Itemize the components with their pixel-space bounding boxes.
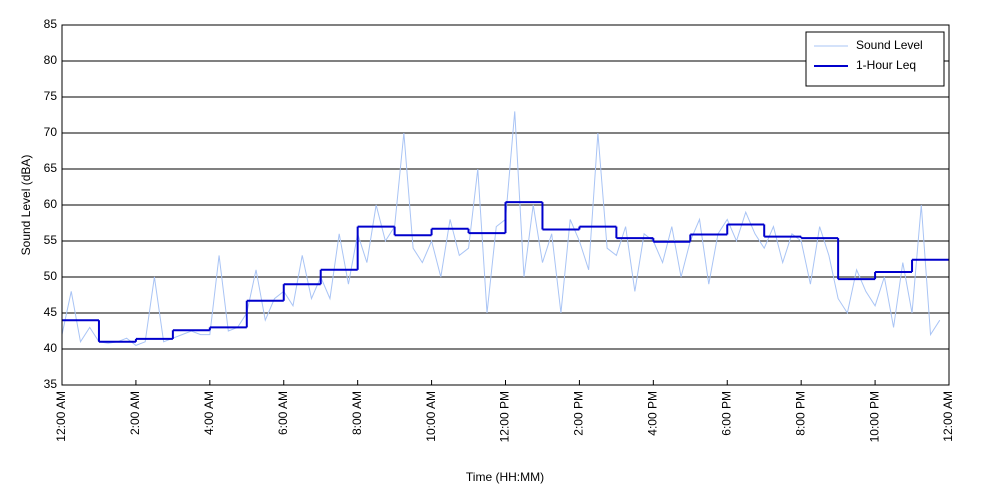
y-tick-label: 75 xyxy=(44,89,58,103)
x-tick-label: 2:00 PM xyxy=(572,391,586,436)
legend-box xyxy=(805,31,945,87)
x-tick-label: 10:00 PM xyxy=(867,391,881,442)
legend-label: Sound Level xyxy=(856,38,923,52)
x-axis-label: Time (HH:MM) xyxy=(466,470,544,484)
x-tick-label: 8:00 PM xyxy=(793,391,807,436)
plot-frame xyxy=(61,24,950,386)
y-axis-label: Sound Level (dBA) xyxy=(19,155,33,256)
y-tick-label: 80 xyxy=(44,53,58,67)
x-tick-label: 4:00 PM xyxy=(646,391,660,436)
y-tick-label: 35 xyxy=(44,377,58,391)
x-tick-label: 4:00 AM xyxy=(202,391,216,435)
sound-level-line xyxy=(61,111,941,346)
x-tick-label: 6:00 PM xyxy=(719,391,733,436)
y-tick-label: 65 xyxy=(44,161,58,175)
x-tick-label: 12:00 AM xyxy=(54,391,68,442)
y-tick-label: 55 xyxy=(44,233,58,247)
y-tick-label: 85 xyxy=(44,17,58,31)
x-tick-label: 2:00 AM xyxy=(128,391,142,435)
x-tick-label: 8:00 AM xyxy=(350,391,364,435)
x-tick-label: 10:00 AM xyxy=(424,391,438,442)
y-tick-label: 60 xyxy=(44,197,58,211)
y-tick-label: 50 xyxy=(44,269,58,283)
x-tick-label: 12:00 PM xyxy=(498,391,512,442)
x-tick-label: 6:00 AM xyxy=(276,391,290,435)
x-tick-label: 12:00 AM xyxy=(941,391,955,442)
y-tick-label: 45 xyxy=(44,305,58,319)
legend-label: 1-Hour Leq xyxy=(856,58,916,72)
y-tick-label: 40 xyxy=(44,341,58,355)
y-tick-label: 70 xyxy=(44,125,58,139)
